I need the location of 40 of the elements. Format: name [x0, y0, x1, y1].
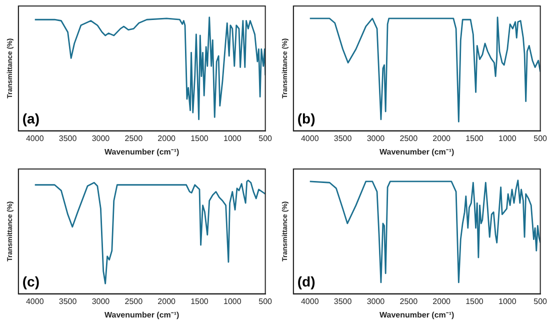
- x-tick-label: 4000: [300, 134, 320, 143]
- x-axis-title: Wavenumber (cm⁻¹): [104, 147, 180, 156]
- x-tick-label: 3500: [334, 296, 352, 306]
- annotation: (c): [22, 274, 40, 290]
- x-tick-label: 3000: [366, 296, 386, 306]
- x-tick-label: 1000: [498, 134, 517, 143]
- annotation: (b): [297, 110, 316, 127]
- x-tick-label: 2000: [432, 134, 452, 143]
- x-tick-label: 2500: [400, 296, 418, 306]
- x-tick-label: 3500: [58, 296, 78, 306]
- x-tick-label: 500: [258, 296, 273, 306]
- x-tick-label: 4000: [300, 296, 320, 306]
- x-tick-label: 4000: [26, 134, 44, 143]
- x-tick-label: 3500: [58, 134, 78, 143]
- x-tick-label: 1000: [224, 296, 242, 306]
- x-tick-label: 500: [534, 134, 548, 143]
- x-tick-label: 1000: [498, 296, 517, 306]
- x-tick-label: 500: [534, 296, 548, 306]
- x-axis-title: Wavenumber (cm⁻¹): [104, 310, 180, 320]
- x-tick-label: 3000: [366, 134, 386, 143]
- x-tick-label: 3000: [92, 134, 110, 143]
- x-tick-label: 1500: [190, 296, 209, 306]
- x-axis-title: Wavenumber (cm⁻¹): [380, 310, 455, 320]
- x-tick-label: 3500: [334, 134, 352, 143]
- x-tick-label: 4000: [26, 296, 44, 306]
- x-tick-label: 3000: [92, 296, 110, 306]
- x-tick-label: 2500: [124, 134, 144, 143]
- x-tick-label: 2000: [158, 134, 176, 143]
- x-tick-label: 1500: [190, 134, 209, 143]
- x-tick-label: 2500: [400, 134, 418, 143]
- x-tick-label: 1500: [466, 134, 484, 143]
- x-tick-label: 2000: [158, 296, 176, 306]
- x-tick-label: 2500: [124, 296, 144, 306]
- x-tick-label: 2000: [432, 296, 452, 306]
- x-tick-label: 1000: [224, 134, 242, 143]
- x-tick-label: 500: [258, 134, 273, 143]
- x-axis-title: Wavenumber (cm⁻¹): [380, 147, 455, 156]
- annotation: (a): [22, 110, 40, 127]
- annotation: (d): [297, 274, 316, 290]
- x-tick-label: 1500: [466, 296, 484, 306]
